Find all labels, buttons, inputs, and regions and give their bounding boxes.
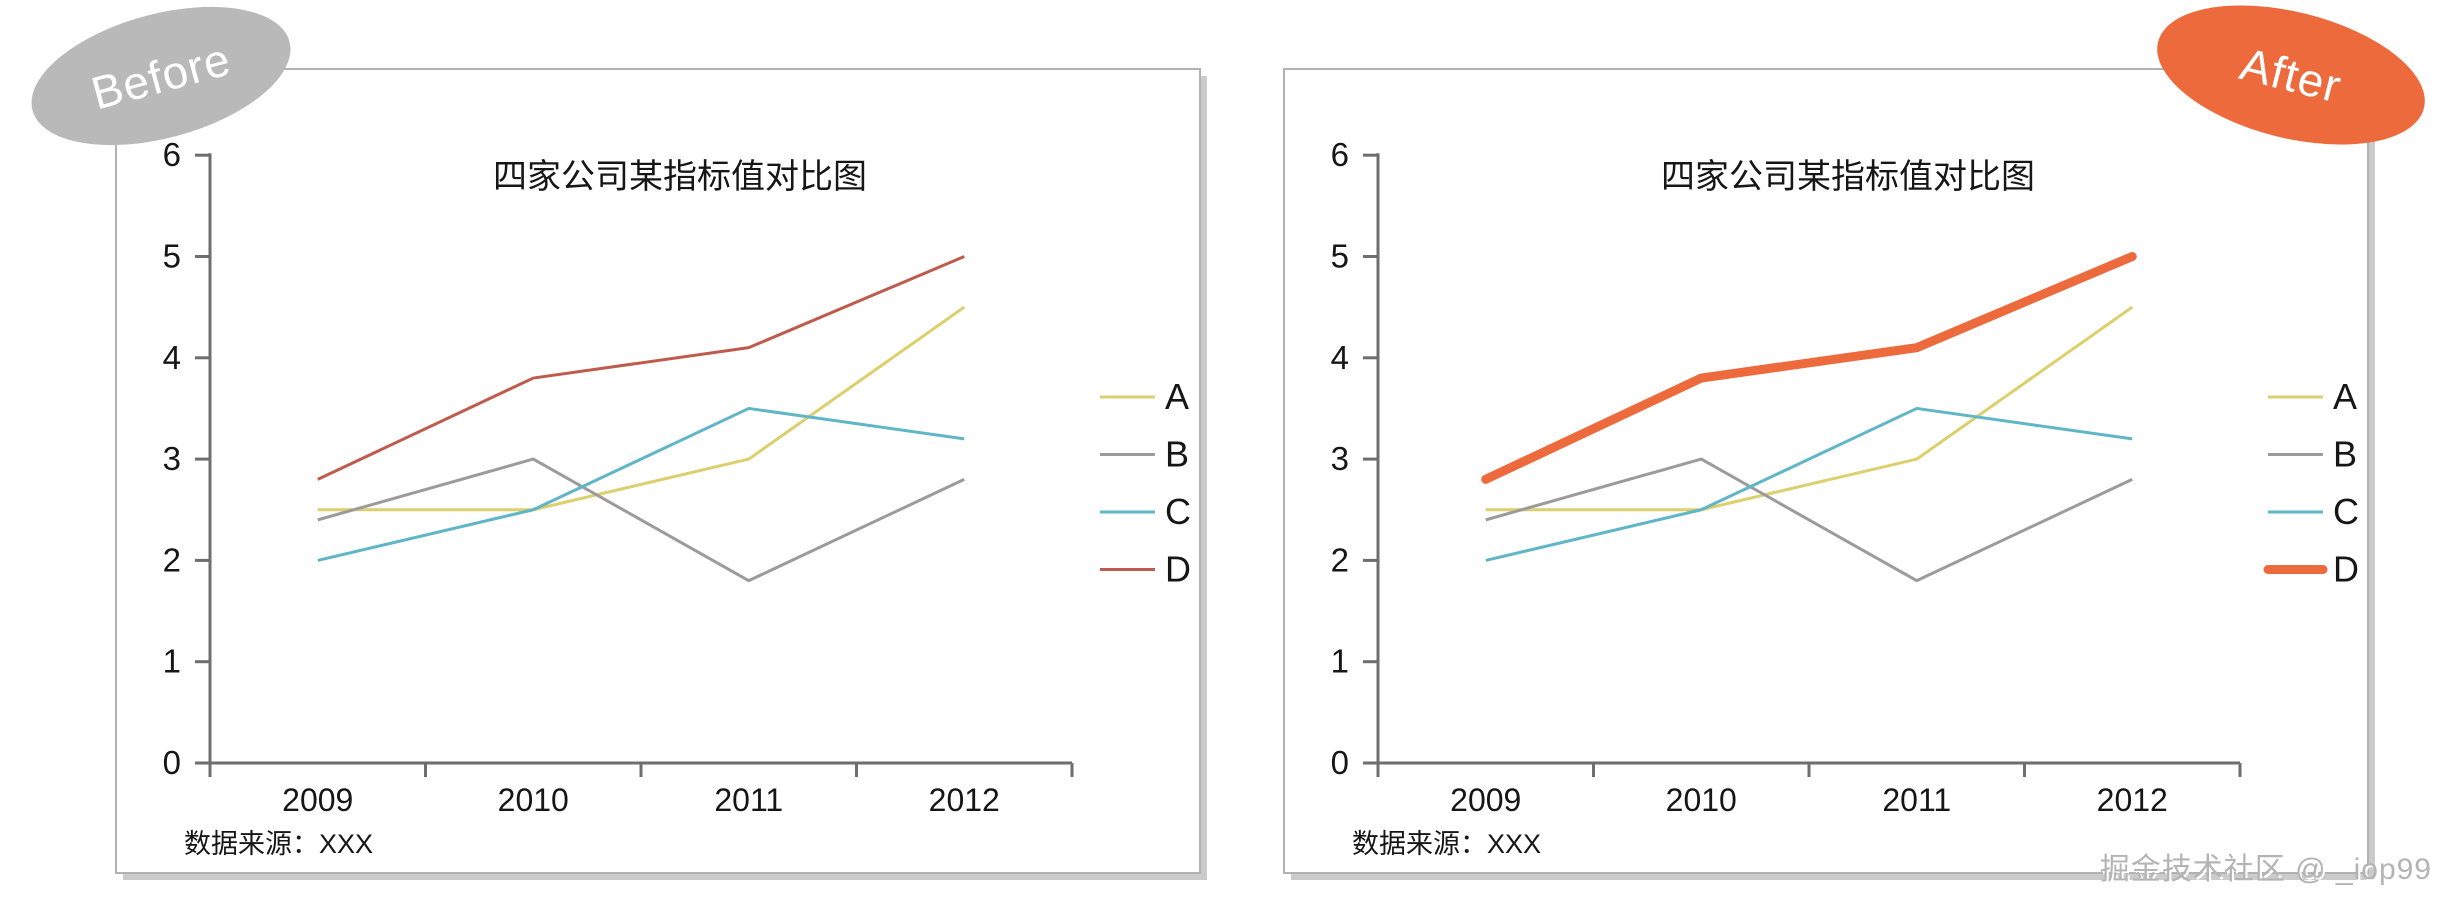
series-line-D (1481, 252, 2137, 484)
series-line-C (317, 406, 965, 562)
source-note: 数据来源：XXX (184, 829, 373, 859)
y-tick-label: 6 (163, 136, 181, 173)
series-line-B (1485, 457, 2133, 583)
y-tick-label: 0 (1331, 744, 1349, 781)
y-tick-label: 5 (163, 238, 181, 275)
y-tick-label: 2 (1331, 541, 1349, 578)
x-tick-label: 2012 (2097, 782, 2168, 818)
after-chart-panel: 四家公司某指标值对比图 0 1 2 3 4 5 6 2009 2010 2011 2012 A B C D 数据… (1283, 68, 2369, 874)
watermark-text: 掘金技术社区 @ _iop99 (2099, 853, 2432, 886)
legend-label-D: D (2333, 549, 2359, 590)
source-note: 数据来源：XXX (1352, 829, 1541, 859)
legend-item-B: B (1100, 434, 1189, 475)
series-line-C (1485, 406, 2133, 562)
y-tick-label: 3 (1331, 440, 1349, 477)
y-tick-label: 1 (163, 643, 181, 680)
legend-label-B: B (2333, 434, 2357, 475)
legend-item-A: A (2268, 376, 2357, 417)
y-tick-label: 3 (163, 440, 181, 477)
legend-item-B: B (2268, 434, 2357, 475)
y-tick-label: 4 (1331, 339, 1349, 376)
after-badge-label: After (2235, 37, 2347, 113)
legend-label-B: B (1165, 434, 1189, 475)
y-tick-label: 5 (1331, 238, 1349, 275)
chart-title: 四家公司某指标值对比图 (493, 158, 867, 196)
series-line-D (317, 255, 965, 481)
series-line-B (317, 457, 965, 583)
y-tick-label: 1 (1331, 643, 1349, 680)
legend-item-C: C (2268, 491, 2359, 532)
legend-label-A: A (1165, 376, 1189, 417)
before-chart-panel: 四家公司某指标值对比图 0 1 2 3 4 5 6 2009 2010 2011 2012 A B C D 数据… (115, 68, 1201, 874)
x-tick-label: 2009 (282, 782, 353, 818)
before-badge-label: Before (85, 32, 237, 120)
legend-label-C: C (1165, 491, 1191, 532)
x-tick-label: 2011 (1882, 782, 1951, 818)
legend-item-A: A (1100, 376, 1189, 417)
y-tick-label: 2 (163, 541, 181, 578)
y-tick-label: 0 (163, 744, 181, 781)
legend-item-D: D (2263, 549, 2359, 590)
chart-title: 四家公司某指标值对比图 (1661, 158, 2035, 196)
legend-label-A: A (2333, 376, 2357, 417)
x-tick-label: 2012 (929, 782, 1000, 818)
x-tick-label: 2009 (1450, 782, 1521, 818)
series-line-A (317, 305, 966, 512)
legend-item-D: D (1100, 549, 1191, 590)
legend-item-C: C (1100, 491, 1191, 532)
x-tick-label: 2010 (1666, 782, 1737, 818)
legend-label-C: C (2333, 491, 2359, 532)
series-line-A (1485, 305, 2134, 512)
x-tick-label: 2010 (498, 782, 569, 818)
x-tick-label: 2011 (714, 782, 783, 818)
legend-label-D: D (1165, 549, 1191, 590)
y-tick-label: 4 (163, 339, 181, 376)
y-tick-label: 6 (1331, 136, 1349, 173)
